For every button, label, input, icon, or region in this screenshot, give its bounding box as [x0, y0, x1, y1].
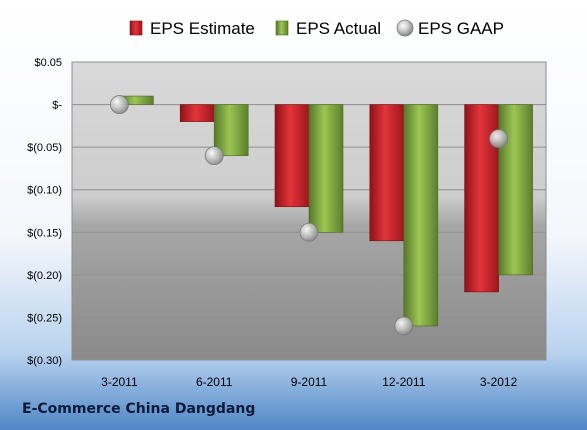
bar-eps-actual	[213, 104, 249, 156]
gaap-points	[110, 95, 509, 336]
bar-eps-actual	[308, 104, 344, 233]
gaap-point	[394, 316, 414, 336]
x-tick-label: 12-2011	[382, 375, 425, 389]
y-tick-label: $(0.05)	[27, 142, 62, 154]
gaap-point	[489, 129, 509, 149]
legend-gaap-marker	[396, 19, 414, 37]
legend-green-swatch	[275, 20, 289, 36]
y-tick-label: $(0.15)	[27, 227, 62, 239]
x-tick-label: 9-2011	[291, 375, 328, 389]
y-tick-label: $(0.30)	[27, 355, 62, 367]
y-tick-label: $(0.20)	[27, 270, 62, 282]
legend-label: EPS Actual	[296, 19, 381, 38]
bar-eps-estimate	[179, 104, 215, 122]
legend-label: EPS GAAP	[418, 19, 504, 38]
bar-eps-actual	[403, 104, 439, 327]
y-tick-label: $0.05	[34, 57, 62, 69]
legend: EPS Estimate EPS Actual EPS GAAP	[129, 19, 504, 38]
x-tick-label: 3-2011	[101, 375, 138, 389]
y-tick-label: $-	[52, 100, 62, 112]
y-tick-label: $(0.25)	[27, 312, 62, 324]
bar-eps-actual	[498, 104, 533, 276]
gaap-point	[204, 146, 224, 166]
y-axis-labels: $0.05 $- $(0.05) $(0.10) $(0.15) $(0.20) $(0.2…	[27, 57, 62, 367]
bar-eps-estimate	[274, 104, 310, 208]
bar-eps-estimate	[369, 104, 405, 242]
x-tick-label: 6-2011	[196, 375, 233, 389]
y-tick-label: $(0.10)	[27, 185, 62, 197]
legend-red-swatch	[129, 20, 143, 36]
x-axis-labels: 3-2011 6-2011 9-2011 12-2011 3-2012	[101, 375, 517, 389]
gaap-point	[110, 95, 129, 114]
legend-label: EPS Estimate	[150, 19, 255, 38]
x-tick-label: 3-2012	[480, 375, 518, 389]
gaap-point	[299, 222, 319, 242]
company-name: E-Commerce China Dangdang	[22, 401, 256, 417]
